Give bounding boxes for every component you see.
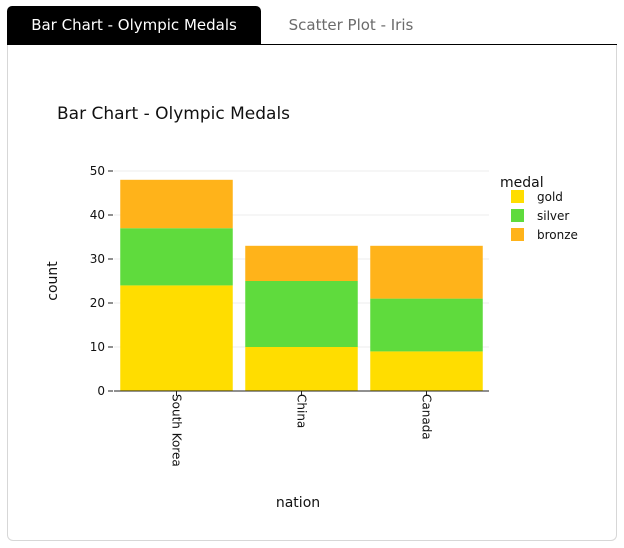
y-tick-label: 20 [90,296,105,310]
bar-bronze[interactable] [120,179,233,229]
tab-scatter-plot[interactable]: Scatter Plot - Iris [288,16,414,34]
bar-gold[interactable] [120,285,233,391]
y-tick-label: 40 [90,208,105,222]
y-axis-title: count [45,261,61,301]
bar-gold[interactable] [245,347,358,391]
bar-bronze[interactable] [370,245,483,299]
bar-silver[interactable] [120,228,233,286]
legend-label-bronze[interactable]: bronze [537,228,578,242]
x-tick-label: China [295,394,309,428]
bar-gold[interactable] [370,351,483,391]
y-tick-label: 30 [90,252,105,266]
y-tick-label: 0 [97,384,105,398]
y-tick-label: 10 [90,340,105,354]
legend-swatch-silver[interactable] [511,209,524,222]
legend-label-gold[interactable]: gold [537,190,563,204]
x-tick-label: South Korea [170,394,184,467]
bar-silver[interactable] [370,298,483,352]
legend-title: medal [500,175,544,191]
x-axis-title: nation [276,495,320,511]
bar-bronze[interactable] [245,245,358,281]
bar-silver[interactable] [245,281,358,347]
legend-label-silver[interactable]: silver [537,209,569,223]
tab-bar-chart[interactable]: Bar Chart - Olympic Medals [7,6,261,44]
y-tick-label: 50 [90,164,105,178]
legend-swatch-gold[interactable] [511,190,524,203]
x-tick-label: Canada [420,394,434,440]
chart-title: Bar Chart - Olympic Medals [57,104,290,124]
legend-swatch-bronze[interactable] [511,228,524,241]
